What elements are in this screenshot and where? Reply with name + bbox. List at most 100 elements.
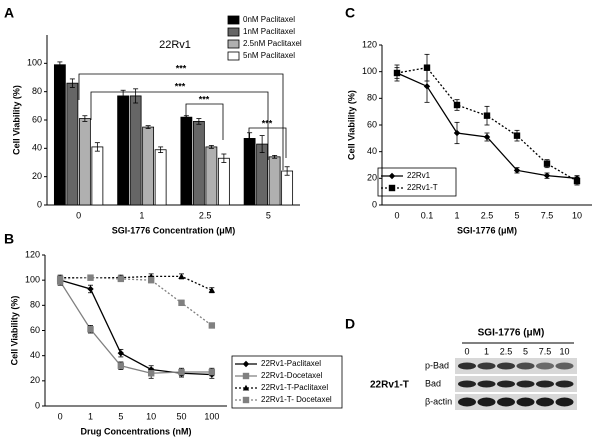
point <box>543 172 551 179</box>
x-tick-label: 0.1 <box>421 210 434 220</box>
y-tick-label: 40 <box>30 350 40 360</box>
legend-label: 2.5nM Paclitaxel <box>243 39 302 48</box>
point <box>423 64 431 71</box>
x-tick-label: 0 <box>76 210 81 220</box>
band <box>497 362 515 370</box>
y-tick-label: 0 <box>372 199 377 209</box>
legend-label: 22Rv1-Paclitaxel <box>261 359 321 368</box>
line <box>59 281 212 374</box>
point <box>178 368 185 376</box>
band <box>458 397 476 407</box>
legend-swatch <box>227 51 240 61</box>
x-tick-label: 100 <box>204 411 219 421</box>
point <box>56 275 64 283</box>
annotation: *** <box>175 81 186 91</box>
bar <box>268 156 281 206</box>
x-tick-label: 2.5 <box>199 210 212 220</box>
legend-swatch <box>227 15 240 25</box>
error-bar <box>120 89 126 102</box>
legend-label: 22Rv1-T <box>407 183 438 192</box>
legend-marker <box>242 372 250 380</box>
y-tick-label: 120 <box>25 249 40 259</box>
point <box>543 160 551 167</box>
legend-label: 0nM Paclitaxel <box>243 15 295 24</box>
legend-label: 22Rv1-Docetaxel <box>261 371 323 380</box>
error-bar <box>221 153 227 163</box>
legend-label: 5nM Paclitaxel <box>243 51 295 60</box>
point <box>147 276 155 284</box>
blot-strip <box>455 358 577 374</box>
panel-letter: D <box>345 316 355 332</box>
point <box>117 349 125 357</box>
point <box>178 299 185 307</box>
band <box>555 397 574 407</box>
point <box>87 285 94 293</box>
row-label: β-actin <box>425 396 452 406</box>
annotation: *** <box>199 94 210 104</box>
band <box>458 380 476 388</box>
error-bar <box>284 166 290 176</box>
y-tick-label: 80 <box>32 86 42 96</box>
band <box>536 397 554 407</box>
y-tick-label: 80 <box>367 93 377 103</box>
legend-label: 22Rv1-T- Docetaxel <box>261 395 332 404</box>
band <box>536 362 554 370</box>
error-bar <box>272 155 278 159</box>
legend-swatch <box>227 27 240 37</box>
bracket <box>90 91 269 160</box>
bracket <box>78 73 284 170</box>
line <box>59 279 212 376</box>
y-axis-label: Cell Viability (%) <box>9 296 19 366</box>
bar <box>217 157 230 206</box>
legend-marker <box>388 172 396 180</box>
legend-marker <box>242 384 250 391</box>
point <box>208 368 216 376</box>
y-tick-label: 60 <box>32 114 42 124</box>
x-tick-label: 5 <box>514 210 519 220</box>
legend-box <box>231 355 343 409</box>
line <box>60 275 213 291</box>
x-tick-label: 10 <box>146 411 156 421</box>
cell-line: 22Rv1-T <box>370 380 409 391</box>
x-tick-label: 10 <box>572 210 582 220</box>
lane-label: 0 <box>464 346 469 356</box>
lane-label: 5 <box>523 346 528 356</box>
bar <box>256 143 269 206</box>
error-bar <box>259 135 265 153</box>
bar <box>78 118 91 206</box>
y-axis-label: Cell Viability (%) <box>346 90 356 160</box>
annotation: *** <box>176 63 187 73</box>
legend-box <box>377 167 457 197</box>
point <box>117 362 125 369</box>
error-bar <box>82 115 88 122</box>
y-tick-label: 80 <box>30 300 40 310</box>
x-tick-label: 2.5 <box>481 210 494 220</box>
line <box>60 276 213 326</box>
bar <box>129 95 142 206</box>
error-bar <box>133 88 139 104</box>
y-tick-label: 60 <box>30 325 40 335</box>
legend-label: 1nM Paclitaxel <box>243 27 295 36</box>
y-tick-label: 20 <box>367 173 377 183</box>
band <box>536 380 554 388</box>
legend-marker <box>388 184 396 192</box>
error-bar <box>247 132 253 145</box>
bar <box>142 126 155 206</box>
bar <box>243 138 256 206</box>
legend-label: 22Rv1-T-Paclitaxel <box>261 383 328 392</box>
x-tick-label: 5 <box>266 210 271 220</box>
error-bar <box>145 125 151 129</box>
x-tick-label: 50 <box>176 411 186 421</box>
lane-label: 2.5 <box>500 346 513 356</box>
error-bar <box>196 118 202 125</box>
legend-swatch <box>227 39 240 49</box>
bar <box>117 95 130 206</box>
blot-title: SGI-1776 (μM) <box>478 328 545 339</box>
y-tick-label: 40 <box>32 143 42 153</box>
y-tick-label: 40 <box>367 146 377 156</box>
legend-marker <box>242 360 250 368</box>
x-tick-label: 7.5 <box>541 210 554 220</box>
band <box>477 397 496 407</box>
bar <box>53 64 66 206</box>
y-tick-label: 0 <box>35 400 40 410</box>
